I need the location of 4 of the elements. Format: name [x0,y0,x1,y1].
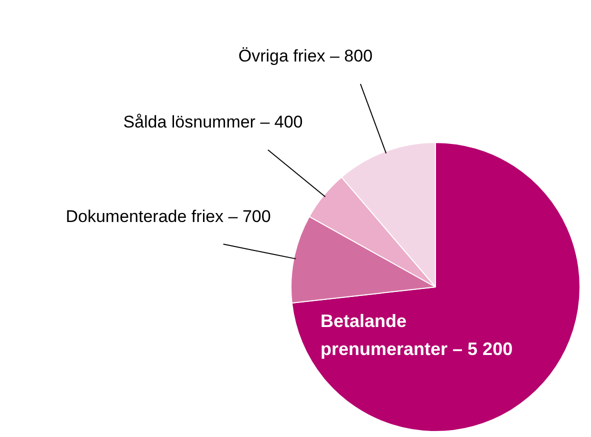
slice-label: Övriga friex – 800 [238,46,373,66]
slice-label: Sålda lösnummer – 400 [123,112,303,132]
slice-label: Dokumenterade friex – 700 [66,206,271,226]
slice-label: Betalande prenumeranter – 5 200 [320,310,513,359]
